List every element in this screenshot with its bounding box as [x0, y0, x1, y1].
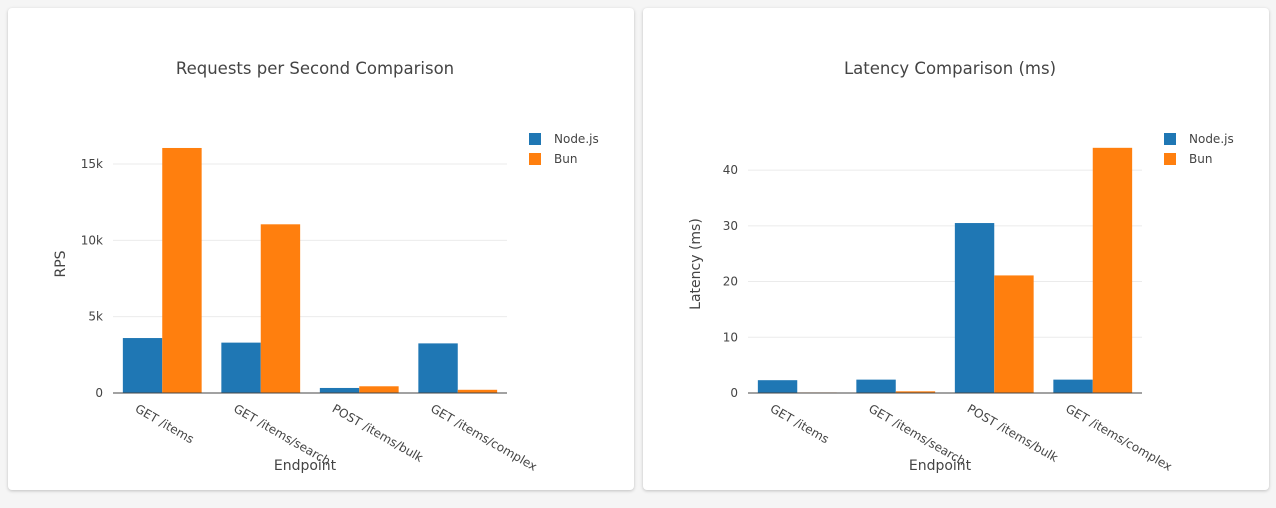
x-tick-label: POST /items/bulk — [330, 401, 426, 464]
bar-node-js-get-items-search — [856, 379, 896, 393]
x-axis-label: Endpoint — [274, 458, 337, 474]
x-tick-label: GET /items/complex — [428, 401, 539, 473]
bar-node-js-get-items-complex — [1053, 379, 1093, 393]
x-tick-label: GET /items/complex — [1063, 401, 1174, 473]
legend-swatch-bun[interactable] — [529, 153, 541, 165]
bar-bun-post-items-bulk — [994, 275, 1034, 393]
y-tick-label: 0 — [95, 386, 103, 400]
legend-label-bun[interactable]: Bun — [554, 152, 577, 166]
bar-node-js-post-items-bulk — [319, 387, 360, 393]
legend: Node.js Bun — [529, 132, 599, 166]
bar-node-js-get-items-search — [221, 342, 261, 393]
y-tick-label: 5k — [88, 310, 103, 324]
legend-swatch-node-js[interactable] — [529, 133, 541, 145]
legend-label-node-js[interactable]: Node.js — [1189, 132, 1234, 146]
chart-title: Requests per Second Comparison — [176, 59, 454, 78]
legend-label-node-js[interactable]: Node.js — [554, 132, 599, 146]
x-axis-label: Endpoint — [909, 458, 972, 474]
latency-chart-card: Latency Comparison (ms) 0 10 20 30 40 GET /ite… — [643, 8, 1269, 490]
bar-bun-get-items-search — [895, 391, 936, 393]
bar-node-js-post-items-bulk — [954, 223, 995, 393]
bar-bun-get-items — [162, 147, 202, 393]
x-tick-label: GET /items — [133, 401, 197, 446]
chart-title: Latency Comparison (ms) — [844, 59, 1056, 78]
bar-bun-get-items-complex — [457, 389, 498, 393]
legend-label-bun[interactable]: Bun — [1189, 152, 1212, 166]
y-tick-label: 0 — [730, 386, 738, 400]
legend: Node.js Bun — [1164, 132, 1234, 166]
bar-bun-get-items-search — [260, 224, 301, 393]
rps-chart: Requests per Second Comparison 0 5k 10k 15k G… — [53, 59, 599, 474]
rps-chart-card: Requests per Second Comparison 0 5k 10k 15k G… — [8, 8, 634, 490]
y-tick-label: 40 — [723, 163, 738, 177]
y-tick-label: 10 — [723, 330, 738, 344]
y-tick-label: 30 — [723, 219, 738, 233]
bar-node-js-get-items-complex — [418, 343, 458, 393]
x-tick-label: GET /items — [768, 401, 832, 446]
y-tick-label: 15k — [81, 157, 103, 171]
y-tick-label: 20 — [723, 275, 738, 289]
bar-node-js-get-items — [757, 380, 798, 393]
legend-swatch-node-js[interactable] — [1164, 133, 1176, 145]
y-tick-label: 10k — [81, 233, 103, 247]
y-axis-label: RPS — [53, 250, 69, 277]
latency-chart: Latency Comparison (ms) 0 10 20 30 40 GET /ite… — [688, 59, 1234, 474]
x-tick-label: POST /items/bulk — [965, 401, 1061, 464]
legend-swatch-bun[interactable] — [1164, 153, 1176, 165]
bar-node-js-get-items — [122, 338, 163, 393]
y-axis-label: Latency (ms) — [688, 218, 704, 310]
bar-bun-get-items-complex — [1092, 147, 1133, 393]
bar-bun-post-items-bulk — [359, 386, 399, 393]
